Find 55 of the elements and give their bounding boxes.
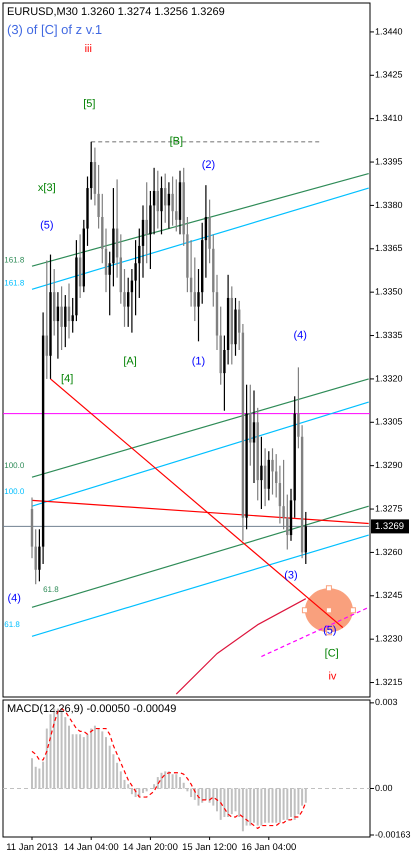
text: 61.8 — [4, 620, 20, 629]
x-tick-label: 11 Jan 2013 — [6, 842, 58, 853]
y-tick-label: 1.3350 — [375, 286, 403, 297]
text: 100.0 — [4, 460, 25, 470]
y-tick-label: 1.3260 — [375, 546, 403, 557]
annotation: [4] — [61, 372, 74, 385]
y-tick-label: 1.3440 — [375, 26, 403, 36]
x-tick-label: 15 Jan 12:00 — [182, 842, 238, 853]
line-series — [176, 598, 306, 695]
candlestick — [146, 182, 148, 264]
chart-title: EURUSD,M30 1.3260 1.3274 1.3256 1.3269 — [7, 6, 225, 18]
y-tick-label: 0.00 — [375, 782, 393, 793]
x-tick-label: 16 Jan 04:00 — [241, 842, 296, 853]
y-tick-label: 1.3335 — [375, 330, 403, 340]
annotation: (1) — [192, 355, 206, 368]
annotation: [C] — [324, 648, 339, 660]
ref-line-label: 1.3269 — [375, 520, 404, 532]
x-tick-label: 14 Jan 20:00 — [122, 842, 178, 853]
x-tick-label: 14 Jan 04:00 — [64, 842, 119, 853]
annotation: [A] — [123, 355, 137, 368]
y-tick-label: 1.3380 — [375, 200, 403, 210]
text: 100.0 — [4, 486, 25, 496]
y-tick-label: 1.3290 — [375, 460, 403, 470]
annotation: (5) — [40, 220, 54, 232]
text: 161.8 — [4, 255, 25, 264]
annotation: (5) — [323, 624, 337, 636]
y-tick-label: 1.3320 — [375, 373, 403, 384]
annotation: iii — [84, 43, 92, 56]
candlestick — [46, 260, 48, 379]
annotation: [5] — [83, 98, 96, 110]
y-tick-label: 1.3425 — [375, 70, 403, 80]
y-tick-label: 1.3305 — [375, 416, 403, 427]
y-tick-label: -0.00163 — [375, 829, 411, 840]
text: 161.8 — [4, 278, 25, 288]
annotation: (3) — [284, 569, 298, 582]
y-tick-label: 0.003 — [375, 697, 398, 708]
annotation: 61.8 — [43, 585, 60, 594]
y-tick-label: 1.3410 — [375, 113, 403, 124]
annotation: x[3] — [38, 182, 56, 194]
annotation: [B] — [170, 136, 184, 148]
y-tick-label: 1.3230 — [375, 634, 403, 644]
candlestick — [175, 179, 178, 232]
chart-title: MACD(12,26,9) -0.00050 -0.00049 — [7, 703, 176, 715]
annotation: iv — [328, 670, 337, 683]
text: (3) of [C] of z v.1 — [7, 22, 102, 37]
candlestick — [138, 228, 140, 298]
y-tick-label: 1.3395 — [375, 156, 403, 166]
annotation: (2) — [202, 158, 216, 171]
annotation: (4) — [294, 329, 307, 342]
y-tick-label: 1.3365 — [375, 243, 403, 254]
y-tick-label: 1.3275 — [375, 503, 403, 514]
y-tick-label: 1.3215 — [375, 676, 403, 687]
text: (4) — [8, 592, 21, 605]
candlestick — [194, 257, 196, 322]
y-tick-label: 1.3245 — [375, 590, 403, 600]
